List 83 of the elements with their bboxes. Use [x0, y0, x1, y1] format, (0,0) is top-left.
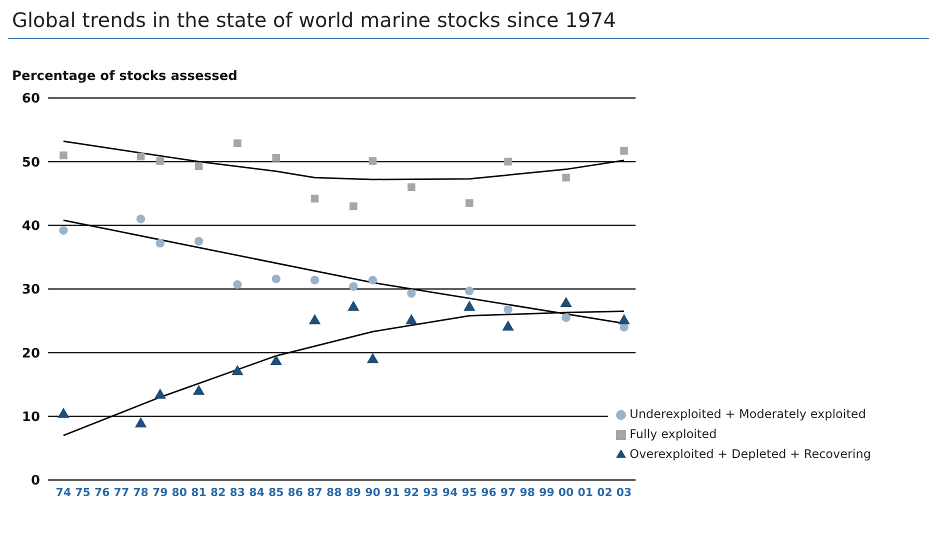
x-tick-label: 03 [616, 486, 632, 499]
x-tick-label: 95 [462, 486, 478, 499]
point [59, 226, 68, 235]
point [618, 314, 630, 324]
point [272, 274, 280, 284]
y-axis-title: Percentage of stocks assessed [11, 69, 238, 84]
point [350, 202, 358, 210]
x-tick-label: 79 [152, 486, 168, 499]
x-tick-label: 76 [94, 486, 110, 499]
x-tick-label: 98 [520, 486, 536, 499]
point [136, 152, 145, 160]
y-tick-label: 40 [22, 218, 40, 234]
x-tick-label: 82 [210, 486, 226, 499]
point [154, 388, 166, 399]
point [406, 314, 418, 324]
point [348, 300, 360, 311]
point [270, 354, 282, 365]
point [234, 139, 242, 148]
y-tick-label: 60 [22, 92, 40, 107]
point [562, 313, 570, 322]
point [620, 146, 628, 155]
point [368, 157, 377, 165]
point [560, 296, 572, 308]
point [465, 286, 474, 296]
x-tick-label: 94 [442, 486, 458, 499]
x-tick-label: 87 [307, 486, 322, 499]
x-tick-label: 93 [423, 486, 438, 499]
point [136, 214, 146, 224]
y-tick-label: 50 [22, 155, 40, 170]
point [134, 417, 147, 428]
point [308, 314, 321, 324]
point [466, 199, 474, 207]
legend-label: Underexploited + Moderately exploited [630, 407, 866, 421]
x-tick-label: 97 [500, 486, 516, 499]
y-tick-label: 0 [30, 474, 40, 489]
y-tick-label: 20 [22, 346, 40, 362]
point [156, 157, 164, 165]
point [232, 364, 244, 376]
point [408, 183, 416, 192]
point [368, 276, 378, 284]
x-tick-label: 99 [539, 486, 554, 499]
x-tick-label: 89 [346, 486, 362, 499]
x-tick-label: 91 [384, 486, 400, 499]
chart-title: Global trends in the state of world marine stocks since 1974 [8, 8, 929, 39]
x-tick-label: 75 [75, 486, 90, 499]
x-tick-label: 90 [365, 486, 381, 499]
x-tick-label: 02 [597, 486, 612, 499]
point [233, 280, 242, 289]
point [60, 151, 68, 160]
point [562, 174, 570, 182]
x-tick-label: 86 [288, 486, 304, 499]
point [366, 352, 379, 364]
point [310, 276, 320, 284]
x-tick-label: 80 [172, 486, 188, 499]
point [58, 408, 70, 418]
y-tick-label: 30 [22, 282, 40, 298]
point [349, 282, 358, 291]
point [504, 305, 512, 314]
x-tick-label: 84 [249, 486, 265, 499]
point [194, 162, 203, 170]
point [464, 300, 476, 311]
x-tick-label: 00 [558, 486, 574, 499]
point [407, 289, 416, 298]
point [504, 158, 512, 166]
x-tick-label: 78 [133, 486, 148, 499]
point [502, 320, 514, 331]
x-tick-label: 77 [114, 486, 130, 499]
x-tick-label: 88 [326, 486, 342, 499]
point [194, 236, 204, 246]
legend-label: Overexploited + Depleted + Recovering [630, 447, 871, 461]
x-tick-label: 81 [191, 486, 206, 499]
legend-label: Fully exploited [630, 427, 717, 441]
point [192, 384, 205, 395]
x-tick-label: 83 [230, 486, 246, 499]
point [156, 238, 164, 248]
x-tick-label: 74 [56, 486, 72, 499]
point [272, 154, 280, 162]
x-tick-label: 01 [578, 486, 594, 499]
y-tick-label: 10 [22, 410, 40, 425]
x-tick-label: 85 [268, 486, 284, 499]
x-tick-label: 92 [404, 486, 420, 499]
point [310, 194, 319, 202]
x-tick-label: 96 [481, 486, 497, 499]
